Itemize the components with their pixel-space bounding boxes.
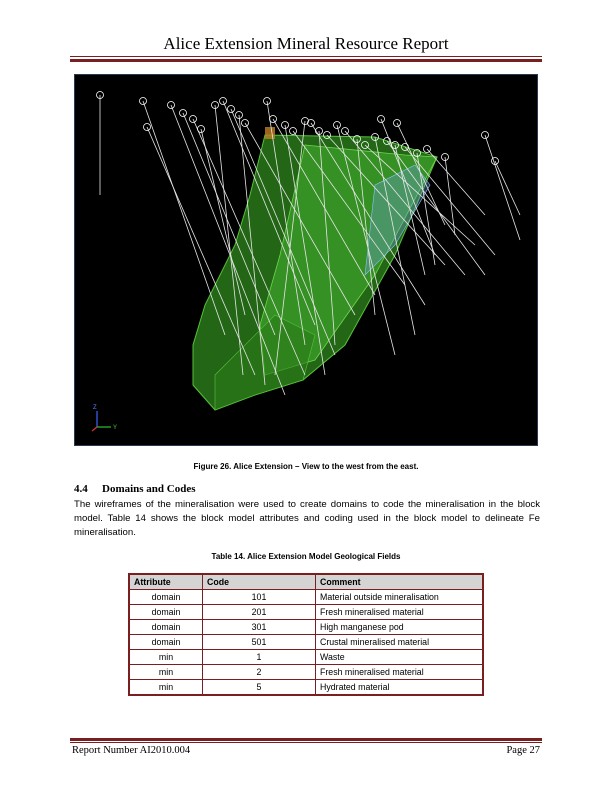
mineralisation-wireframe	[192, 127, 438, 411]
table-row: domain 101 Material outside mineralisati…	[128, 589, 484, 605]
table-row: min 5 Hydrated material	[128, 679, 484, 696]
footer-page-number: Page 27	[506, 745, 540, 756]
header-rule-thin	[70, 56, 542, 57]
cell-comment: Crustal mineralised material	[315, 634, 484, 650]
axis-label-y: Y	[113, 425, 117, 431]
cell-code: 501	[202, 634, 316, 650]
section-title: Domains and Codes	[102, 483, 196, 495]
header-code: Code	[202, 573, 316, 590]
cell-code: 2	[202, 664, 316, 680]
axis-triad: Z Y	[91, 405, 117, 432]
cell-comment: Waste	[315, 649, 484, 665]
table-row: domain 501 Crustal mineralised material	[128, 634, 484, 650]
geological-fields-table: Attribute Code Comment domain 101 Materi…	[128, 573, 484, 696]
cell-comment: Fresh mineralised material	[315, 664, 484, 680]
cell-comment: High manganese pod	[315, 619, 484, 635]
header-rule-thick	[70, 59, 542, 62]
cell-code: 101	[202, 589, 316, 605]
cell-attribute: min	[128, 664, 203, 680]
page-header-title: Alice Extension Mineral Resource Report	[163, 34, 449, 53]
footer-rule-thin	[70, 742, 542, 743]
header-comment: Comment	[315, 573, 484, 590]
header-attribute: Attribute	[128, 573, 203, 590]
cell-attribute: min	[128, 649, 203, 665]
cell-attribute: domain	[128, 589, 203, 605]
table-title: Table 14. Alice Extension Model Geologic…	[211, 552, 401, 561]
drillholes	[99, 95, 521, 396]
table-row: min 2 Fresh mineralised material	[128, 664, 484, 680]
drillhole-collars	[96, 91, 499, 165]
section-heading: 4.4 Domains and Codes	[74, 483, 196, 495]
table-row: domain 301 High manganese pod	[128, 619, 484, 635]
axis-label-z: Z	[93, 405, 97, 411]
cell-attribute: domain	[128, 619, 203, 635]
cell-comment: Fresh mineralised material	[315, 604, 484, 620]
figure-caption: Figure 26. Alice Extension – View to the…	[193, 462, 419, 471]
figure-3d-view: Z Y	[74, 74, 538, 446]
section-paragraph: The wireframes of the mineralisation wer…	[74, 499, 540, 538]
wireframe-drillhole-view: Z Y	[91, 91, 521, 432]
table-row: domain 201 Fresh mineralised material	[128, 604, 484, 620]
cell-attribute: domain	[128, 604, 203, 620]
cell-code: 1	[202, 649, 316, 665]
cell-code: 5	[202, 679, 316, 696]
table-header-row: Attribute Code Comment	[128, 573, 484, 590]
footer-rule-thick	[70, 738, 542, 741]
cell-code: 201	[202, 604, 316, 620]
footer-report-number: Report Number AI2010.004	[72, 745, 191, 756]
cell-code: 301	[202, 619, 316, 635]
cell-comment: Hydrated material	[315, 679, 484, 696]
table-row: min 1 Waste	[128, 649, 484, 665]
cell-attribute: min	[128, 679, 203, 696]
section-number: 4.4	[74, 483, 88, 495]
cell-comment: Material outside mineralisation	[315, 589, 484, 605]
cell-attribute: domain	[128, 634, 203, 650]
